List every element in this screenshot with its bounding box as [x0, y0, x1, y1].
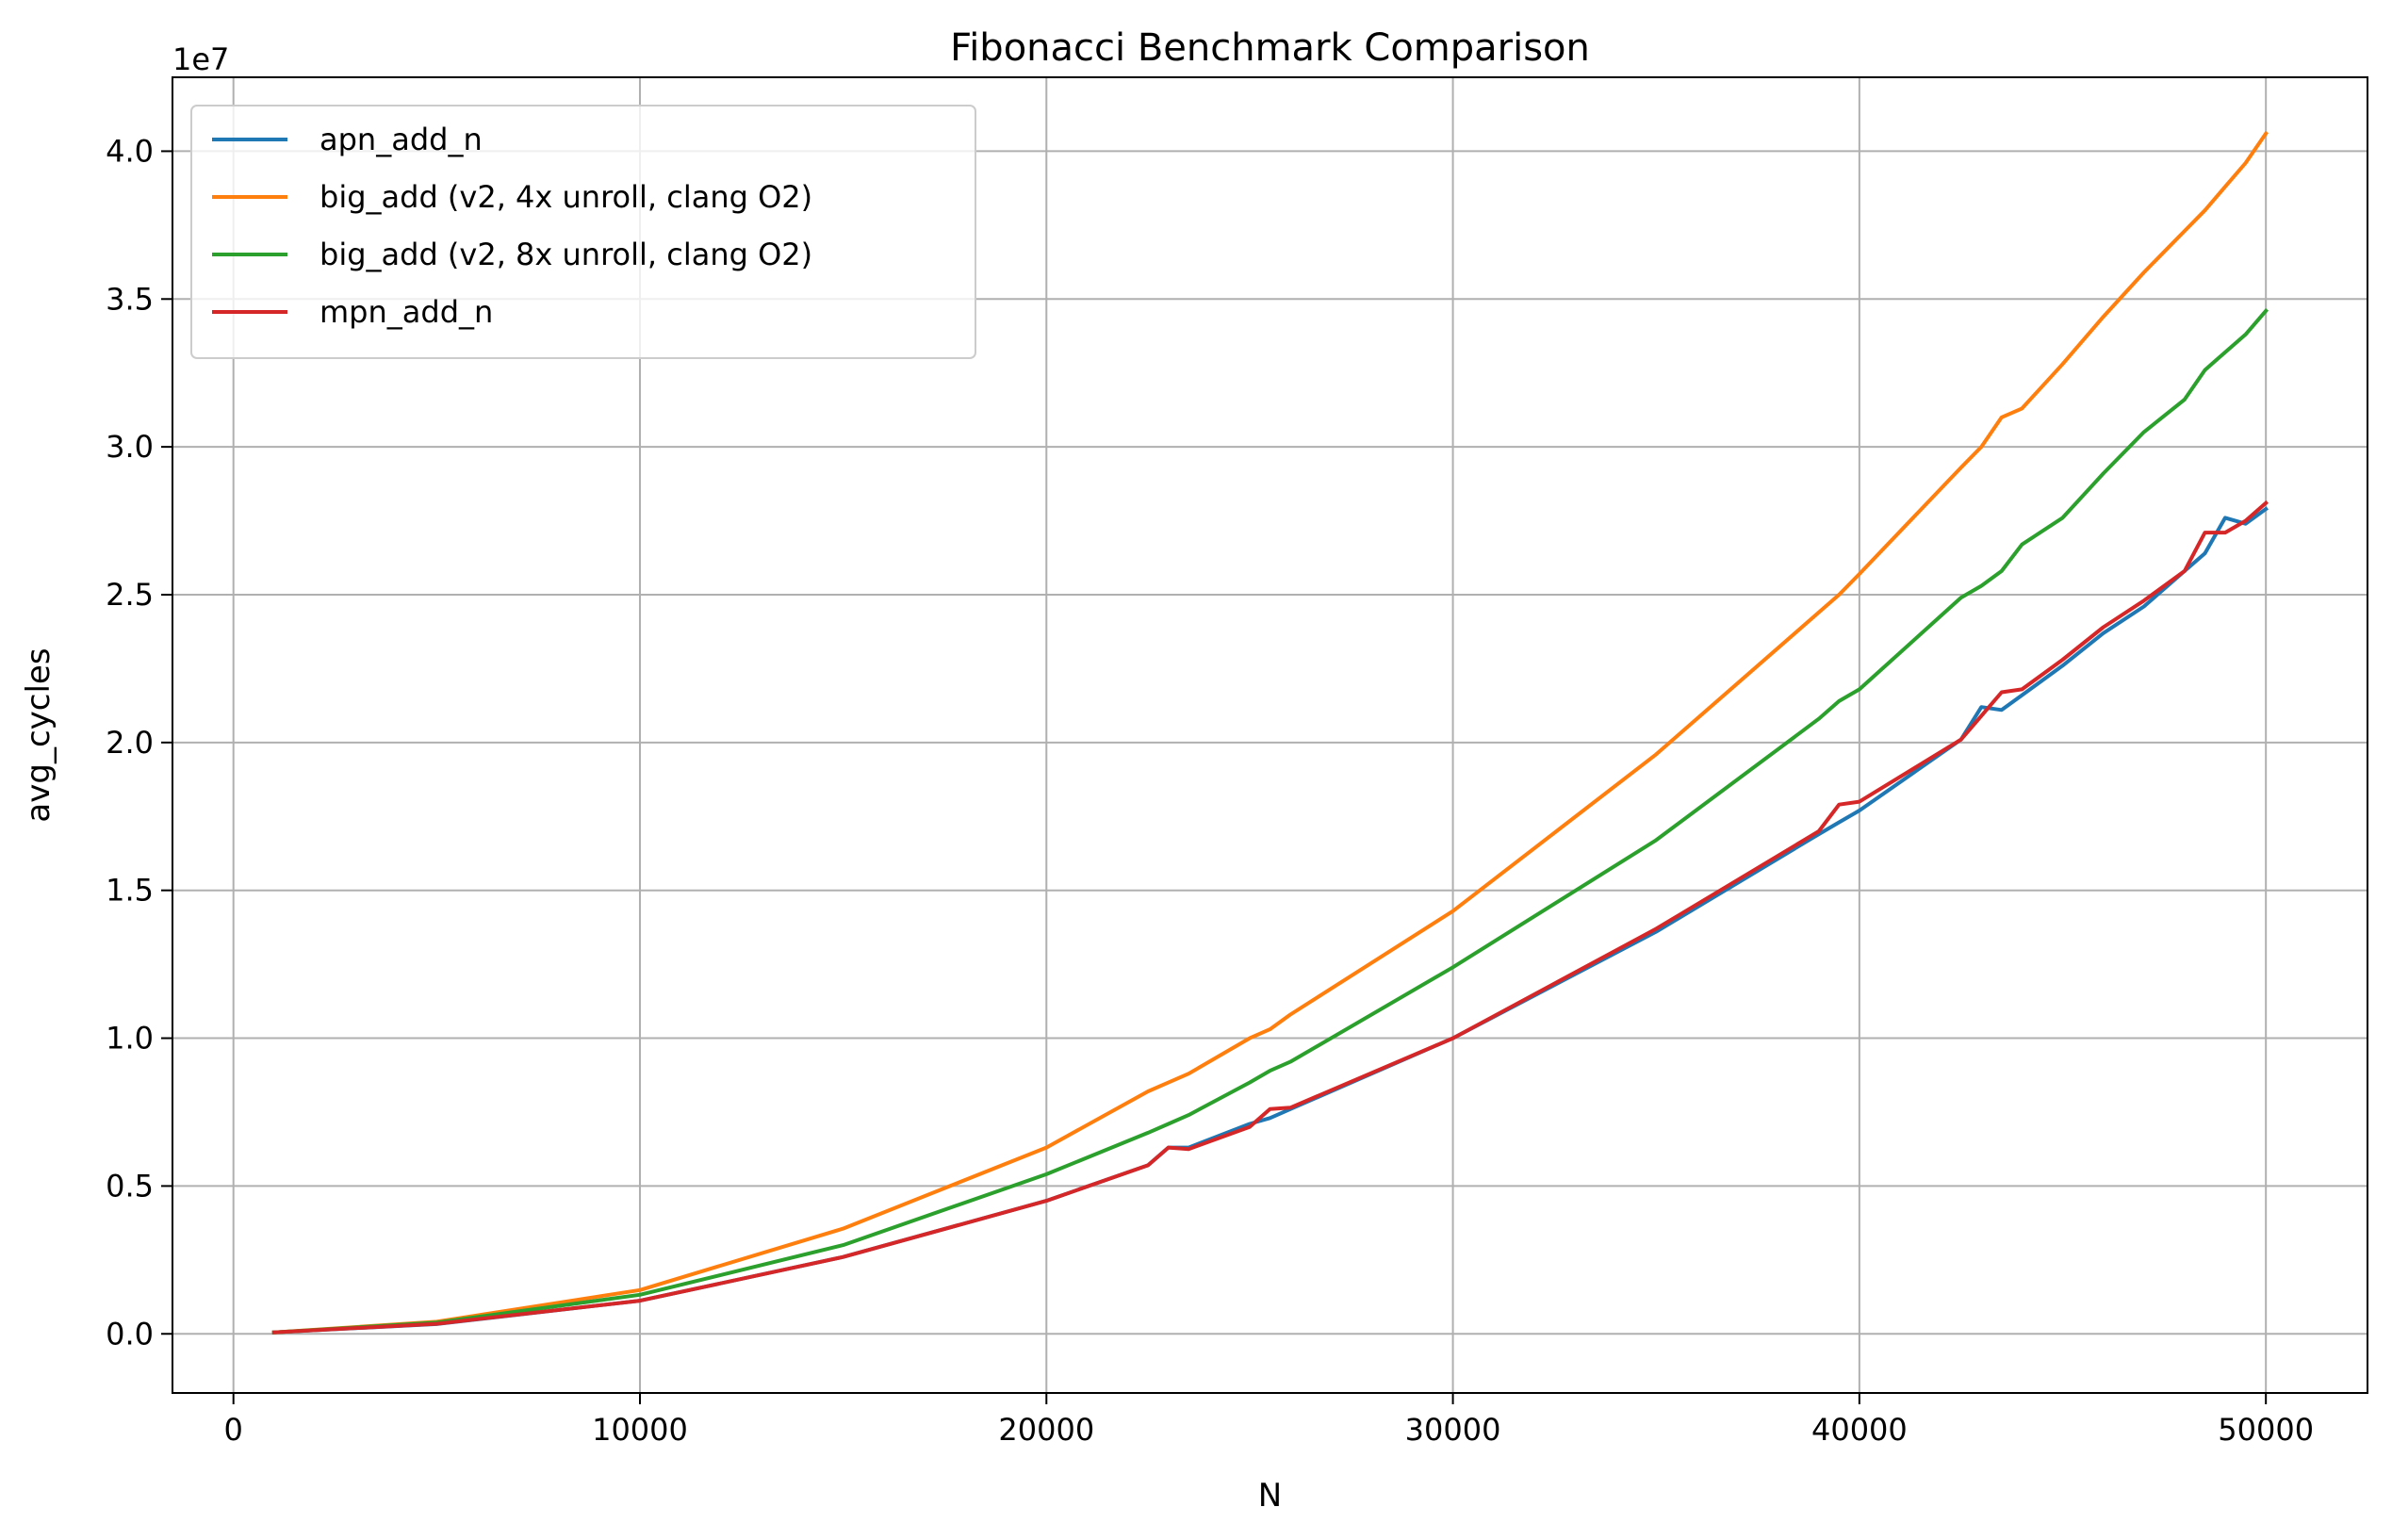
x-tick-label: 0 [224, 1412, 243, 1448]
legend-entry-label: big_add (v2, 8x unroll, clang O2) [319, 237, 812, 272]
y-tick-label: 4.0 [106, 133, 154, 169]
y-axis-ticks: 0.0 0.5 1.0 1.5 2.0 2.5 3.0 3.5 4.0 [106, 133, 172, 1352]
plot-frame [172, 76, 2368, 1394]
series-line-mpn-add-n [271, 500, 2269, 1335]
y-tick-label: 2.0 [106, 725, 154, 761]
series-line-big-add-v2-4x-unroll-clang-o2- [271, 130, 2269, 1335]
legend-box [190, 105, 976, 359]
y-tick-label: 0.5 [106, 1168, 154, 1204]
y-tick-label: 1.0 [106, 1021, 154, 1057]
x-tick-label: 50000 [2218, 1412, 2314, 1448]
y-tick-label: 3.0 [106, 429, 154, 465]
y-tick-label: 0.0 [106, 1316, 154, 1352]
series-line-big-add-v2-8x-unroll-clang-o2- [271, 307, 2269, 1335]
y-tick-label: 1.5 [106, 873, 154, 909]
y-axis-label: avg_cycles [20, 647, 57, 822]
legend-entry-label: big_add (v2, 4x unroll, clang O2) [319, 179, 812, 215]
grid [172, 77, 2367, 1393]
legend-entry-label: apn_add_n [319, 122, 483, 157]
y-tick-label: 3.5 [106, 281, 154, 317]
y-axis-scale-label: 1e7 [172, 41, 229, 77]
x-tick-label: 40000 [1811, 1412, 1908, 1448]
x-tick-label: 10000 [592, 1412, 688, 1448]
x-axis-label: N [1258, 1477, 1282, 1515]
x-tick-label: 30000 [1405, 1412, 1501, 1448]
legend-entry-label: mpn_add_n [319, 294, 493, 330]
x-axis-ticks: 0 10000 20000 30000 40000 50000 [224, 1393, 2314, 1448]
x-tick-label: 20000 [998, 1412, 1094, 1448]
chart-title: Fibonacci Benchmark Comparison [950, 26, 1590, 70]
y-tick-label: 2.5 [106, 577, 154, 613]
legend: apn_add_n big_add (v2, 4x unroll, clang O… [190, 105, 976, 359]
series-lines [271, 130, 2269, 1335]
